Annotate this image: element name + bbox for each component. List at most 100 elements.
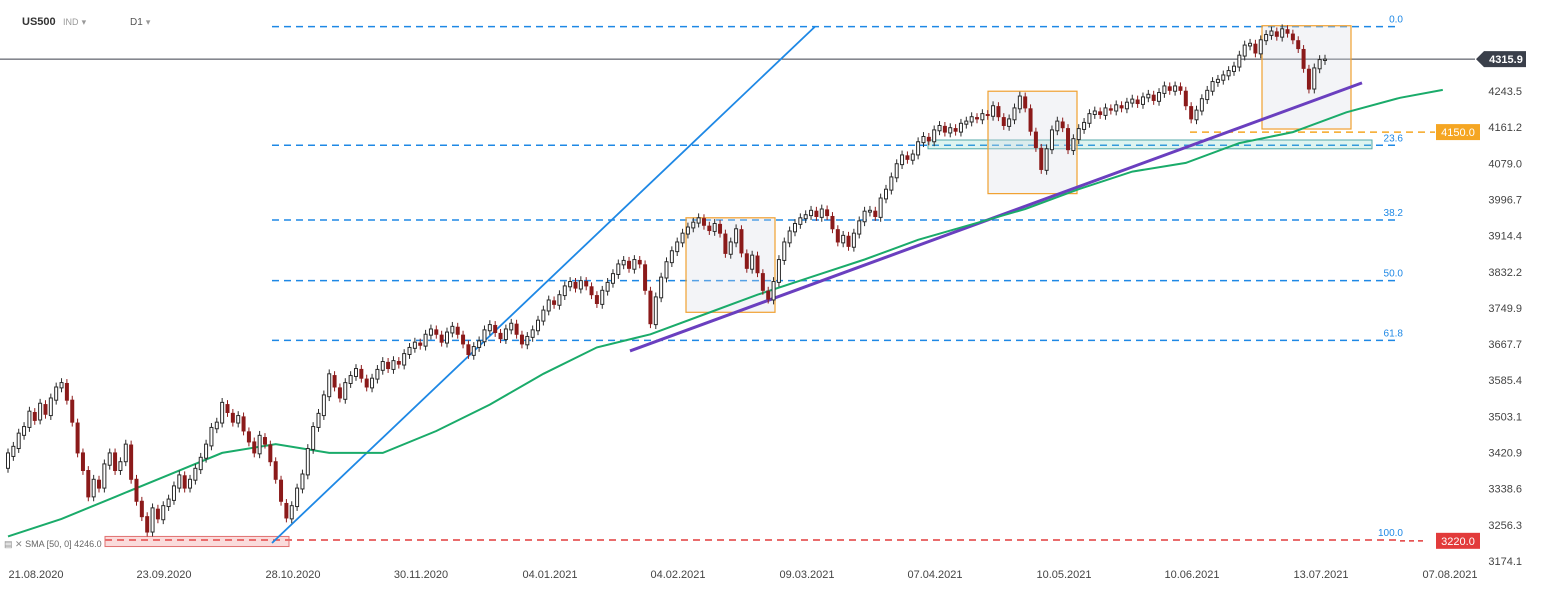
- y-tick-label: 3420.9: [1488, 448, 1522, 460]
- x-tick-label: 09.03.2021: [779, 569, 834, 581]
- candle-body: [1098, 111, 1103, 116]
- candle-body: [59, 382, 64, 389]
- candle-body: [723, 233, 728, 254]
- candle-body: [958, 122, 963, 133]
- candle-body: [600, 289, 605, 305]
- candle-body: [942, 125, 947, 133]
- candle-body: [734, 228, 739, 244]
- candle-body: [696, 217, 701, 224]
- candle-body: [166, 498, 171, 508]
- candle-body: [1076, 128, 1081, 141]
- candle-body: [6, 452, 10, 469]
- fib-level-label: 38.2: [1384, 208, 1404, 219]
- candle-body: [653, 296, 658, 326]
- interval-dropdown[interactable]: D1 ▾: [130, 16, 150, 28]
- candle-body: [1039, 147, 1044, 170]
- candle-body: [450, 325, 455, 334]
- candle-body: [680, 232, 685, 244]
- candle-body: [659, 276, 664, 299]
- indicator-remove-icon[interactable]: ✕: [15, 539, 23, 549]
- candle-body: [113, 452, 118, 472]
- candle-body: [321, 394, 326, 417]
- candle-body: [616, 263, 621, 275]
- candle-body: [289, 505, 294, 520]
- candle-body: [568, 281, 573, 288]
- candle-body: [1173, 85, 1178, 92]
- candle-body: [1301, 48, 1306, 69]
- candle-body: [1092, 110, 1097, 116]
- candle-body: [1130, 98, 1135, 104]
- candle-body: [418, 342, 423, 346]
- interval-label: D1: [130, 17, 143, 28]
- candle-body: [1199, 98, 1204, 112]
- candle-body: [1290, 33, 1295, 41]
- candle-body: [610, 273, 615, 284]
- candle-body: [792, 223, 797, 233]
- candle-body: [712, 223, 717, 232]
- x-tick-label: 07.08.2021: [1422, 569, 1477, 581]
- candle-body: [177, 474, 182, 489]
- candle-body: [1189, 106, 1194, 120]
- candle-body: [380, 361, 385, 371]
- sma-indicator-label[interactable]: ▤ ✕ SMA [50, 0] 4246.0: [4, 539, 102, 550]
- candle-body: [1108, 108, 1113, 111]
- sma-line: [7, 88, 1443, 538]
- fib-level-label: 0.0: [1389, 15, 1403, 26]
- chevron-down-icon: ▾: [145, 17, 151, 27]
- price-tag: 4150.0: [1436, 124, 1480, 141]
- candle-body: [664, 261, 669, 279]
- y-tick-label: 3338.6: [1488, 484, 1522, 496]
- candle-body: [1264, 34, 1269, 42]
- candle-body: [669, 250, 674, 264]
- candle-body: [396, 361, 401, 365]
- y-tick-label: 4161.2: [1488, 122, 1522, 134]
- angle-trendline: [271, 25, 816, 544]
- support-zone-green: [927, 139, 1373, 150]
- candle-body: [1231, 65, 1236, 72]
- candle-body: [54, 386, 59, 401]
- candle-body: [519, 334, 524, 345]
- candle-body: [846, 235, 851, 247]
- candle-body: [70, 399, 75, 423]
- candle-body: [862, 210, 867, 223]
- candle-body: [343, 382, 348, 400]
- fib-level-label: 50.0: [1384, 269, 1404, 280]
- candle-body: [830, 215, 835, 230]
- candle-body: [43, 404, 48, 415]
- candle-body: [1001, 117, 1006, 127]
- candle-body: [750, 254, 755, 270]
- candle-body: [91, 478, 96, 498]
- candle-body: [1317, 59, 1322, 70]
- x-tick-label: 10.05.2021: [1036, 569, 1091, 581]
- candle-body: [1017, 95, 1022, 110]
- candle-body: [209, 426, 214, 447]
- price-tag-label: 4315.9: [1489, 54, 1523, 66]
- candle-body: [1323, 58, 1327, 61]
- candle-body: [921, 135, 926, 144]
- candle-body: [1221, 74, 1226, 81]
- candle-body: [991, 105, 996, 117]
- y-tick-label: 3832.2: [1488, 267, 1522, 279]
- candle-body: [691, 221, 696, 229]
- y-tick-label: 3256.3: [1488, 520, 1522, 532]
- candle-body: [1253, 43, 1258, 54]
- candle-body: [477, 340, 482, 348]
- candle-body: [766, 290, 771, 300]
- candle-body: [985, 114, 990, 117]
- candle-body: [498, 332, 503, 340]
- candle-body: [948, 127, 953, 134]
- candle-body: [1178, 86, 1183, 91]
- candle-body: [386, 361, 391, 370]
- y-tick-label: 4243.5: [1488, 86, 1522, 98]
- candle-body: [471, 346, 476, 356]
- candle-body: [873, 210, 878, 217]
- candle-body: [123, 443, 128, 463]
- symbol-type-dropdown[interactable]: IND ▾: [63, 16, 86, 28]
- indicator-visibility-icon[interactable]: ▤: [4, 539, 13, 549]
- candle-body: [685, 226, 690, 235]
- x-tick-label: 23.09.2020: [136, 569, 191, 581]
- candle-body: [1237, 54, 1242, 68]
- candle-body: [1162, 85, 1167, 94]
- candle-body: [996, 106, 1001, 118]
